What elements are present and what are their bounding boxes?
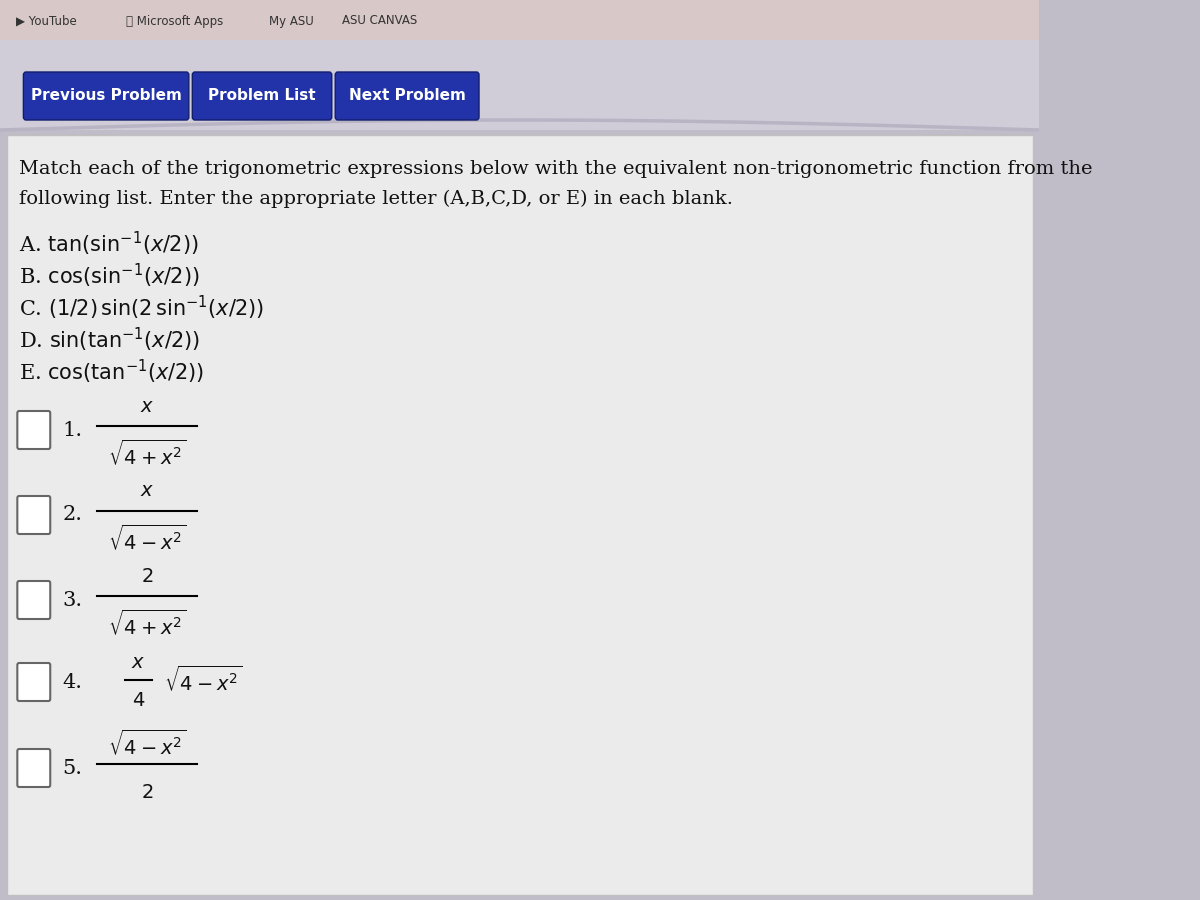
Text: 5.: 5. [62, 759, 83, 778]
Text: $2$: $2$ [142, 566, 154, 586]
FancyBboxPatch shape [0, 40, 1039, 130]
Text: $x$: $x$ [140, 397, 155, 416]
Text: 1.: 1. [62, 420, 83, 439]
Text: E. $\mathrm{cos}(\mathrm{tan}^{-1}(x/2))$: E. $\mathrm{cos}(\mathrm{tan}^{-1}(x/2))… [19, 358, 204, 386]
Text: $\sqrt{4-x^2}$: $\sqrt{4-x^2}$ [164, 665, 242, 695]
FancyBboxPatch shape [192, 72, 331, 120]
Text: Next Problem: Next Problem [349, 88, 466, 104]
Text: My ASU: My ASU [269, 14, 313, 28]
Text: ASU CANVAS: ASU CANVAS [342, 14, 418, 28]
FancyBboxPatch shape [17, 749, 50, 787]
Text: ⬜ Microsoft Apps: ⬜ Microsoft Apps [126, 14, 223, 28]
FancyBboxPatch shape [7, 135, 1032, 895]
Text: B. $\mathrm{cos}(\mathrm{sin}^{-1}(x/2))$: B. $\mathrm{cos}(\mathrm{sin}^{-1}(x/2))… [19, 262, 199, 290]
Text: Previous Problem: Previous Problem [31, 88, 181, 104]
Text: $\sqrt{4-x^2}$: $\sqrt{4-x^2}$ [108, 729, 186, 759]
FancyBboxPatch shape [23, 72, 188, 120]
Text: $2$: $2$ [142, 782, 154, 802]
Text: C. $(1/2)\,\mathrm{sin}(2\,\mathrm{sin}^{-1}(x/2))$: C. $(1/2)\,\mathrm{sin}(2\,\mathrm{sin}^… [19, 294, 264, 322]
Text: $4$: $4$ [132, 690, 145, 709]
Text: ▶ YouTube: ▶ YouTube [16, 14, 77, 28]
Text: 4.: 4. [62, 672, 83, 691]
Text: D. $\mathrm{sin}(\mathrm{tan}^{-1}(x/2))$: D. $\mathrm{sin}(\mathrm{tan}^{-1}(x/2))… [19, 326, 200, 355]
Text: $x$: $x$ [140, 482, 155, 500]
Text: Match each of the trigonometric expressions below with the equivalent non-trigon: Match each of the trigonometric expressi… [19, 160, 1092, 178]
FancyBboxPatch shape [17, 581, 50, 619]
FancyBboxPatch shape [0, 0, 1039, 40]
Text: $\sqrt{4+x^2}$: $\sqrt{4+x^2}$ [108, 439, 186, 469]
Text: $x$: $x$ [132, 652, 145, 671]
Text: Problem List: Problem List [209, 88, 316, 104]
FancyBboxPatch shape [335, 72, 479, 120]
Text: A. $\mathrm{tan}(\mathrm{sin}^{-1}(x/2))$: A. $\mathrm{tan}(\mathrm{sin}^{-1}(x/2))… [19, 230, 199, 258]
FancyBboxPatch shape [17, 411, 50, 449]
Text: $\sqrt{4-x^2}$: $\sqrt{4-x^2}$ [108, 524, 186, 554]
Text: following list. Enter the appropriate letter (A,B,C,D, or E) in each blank.: following list. Enter the appropriate le… [19, 190, 733, 208]
Text: 2.: 2. [62, 506, 83, 525]
Text: 3.: 3. [62, 590, 83, 609]
FancyBboxPatch shape [17, 663, 50, 701]
Text: $\sqrt{4+x^2}$: $\sqrt{4+x^2}$ [108, 609, 186, 639]
FancyBboxPatch shape [17, 496, 50, 534]
